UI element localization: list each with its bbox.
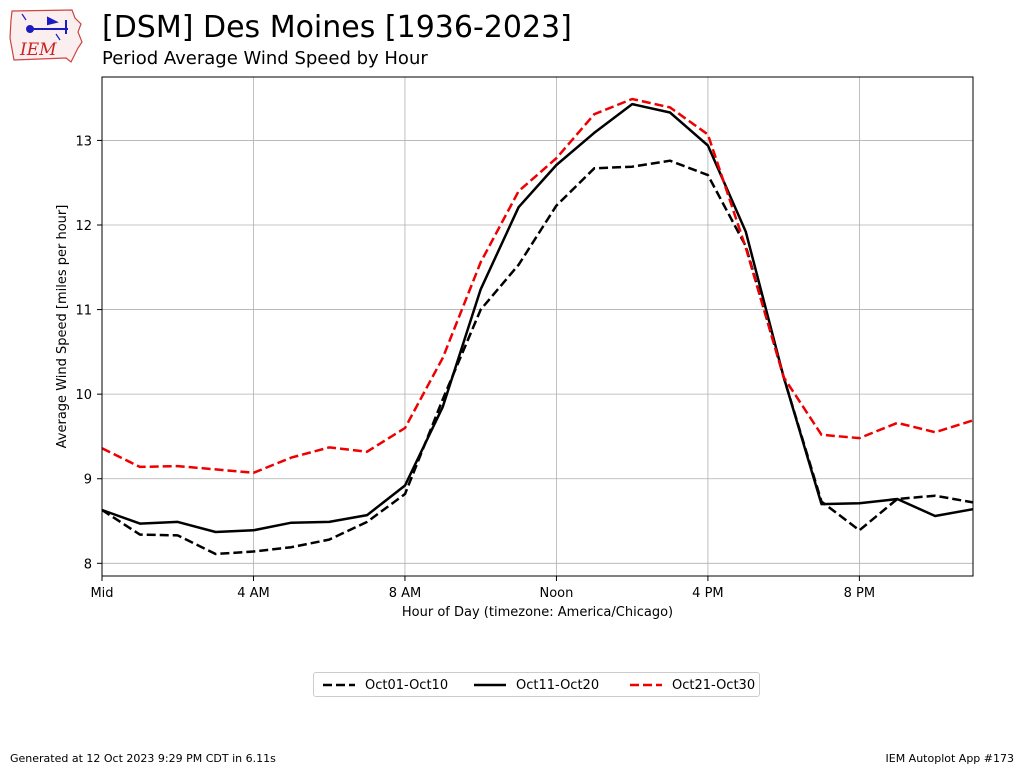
- legend-item-oct01-oct10: Oct01-Oct10: [323, 676, 448, 694]
- iem-logo: IEM: [9, 9, 83, 63]
- iowa-outline-icon: [9, 9, 83, 63]
- x-tick-label: Mid: [90, 586, 113, 601]
- legend-label: Oct01-Oct10: [365, 677, 449, 693]
- x-tick-label: 4 PM: [692, 586, 723, 601]
- y-tick-label: 9: [84, 473, 92, 488]
- chart-legend: Oct01-Oct10 Oct11-Oct20 Oct21-Oct30: [313, 672, 760, 697]
- y-tick-label: 13: [75, 134, 92, 149]
- legend-swatch-solid-black: [474, 683, 506, 687]
- y-axis-label: Average Wind Speed [miles per hour]: [55, 205, 70, 449]
- y-tick-label: 10: [75, 388, 92, 403]
- series-line-2: [101, 102, 974, 534]
- chart-subtitle: Period Average Wind Speed by Hour: [102, 48, 428, 69]
- legend-label: Oct11-Oct20: [516, 677, 600, 693]
- x-axis-label: Hour of Day (timezone: America/Chicago): [402, 605, 673, 620]
- x-tick-label: 8 AM: [389, 586, 422, 601]
- logo-text: IEM: [19, 40, 57, 60]
- series-line-1: [101, 159, 974, 556]
- app-label: IEM Autoplot App #173: [885, 752, 1015, 765]
- plot-frame: [101, 76, 974, 577]
- legend-label: Oct21-Oct30: [672, 677, 756, 693]
- legend-swatch-dashed-red: [630, 683, 662, 687]
- x-tick-label: 8 PM: [844, 586, 875, 601]
- legend-swatch-dashed-black: [323, 683, 355, 687]
- x-tick-label: Noon: [539, 586, 573, 601]
- weather-station-icon: [21, 13, 68, 41]
- chart-title: [DSM] Des Moines [1936-2023]: [102, 10, 572, 45]
- y-tick-label: 8: [84, 557, 92, 572]
- legend-item-oct11-oct20: Oct11-Oct20: [474, 676, 599, 694]
- generated-timestamp: Generated at 12 Oct 2023 9:29 PM CDT in …: [10, 752, 276, 765]
- x-tick-label: 4 AM: [237, 586, 270, 601]
- legend-item-oct21-oct30: Oct21-Oct30: [630, 676, 755, 694]
- y-tick-label: 11: [75, 304, 92, 319]
- y-tick-label: 12: [75, 219, 92, 234]
- series-line-3: [101, 97, 974, 475]
